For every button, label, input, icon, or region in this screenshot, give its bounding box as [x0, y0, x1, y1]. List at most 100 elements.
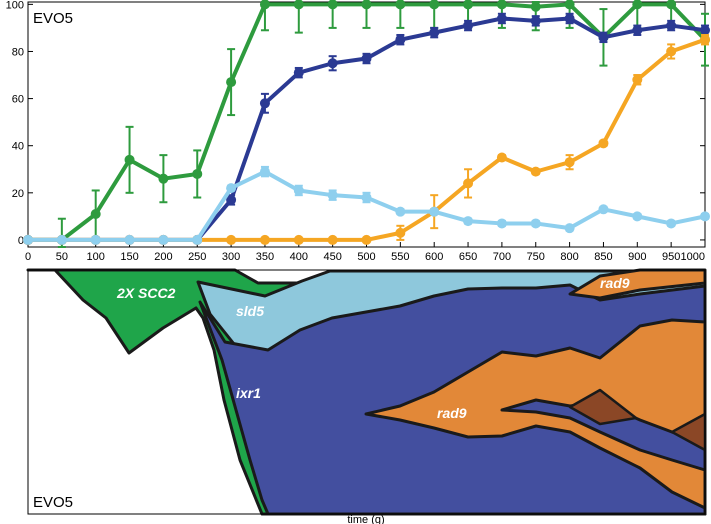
data-point — [124, 154, 135, 165]
data-point — [327, 0, 338, 10]
x-tick-label: 450 — [323, 251, 341, 263]
muller-frame — [27, 269, 706, 515]
data-point — [463, 178, 474, 189]
x-tick-label: 500 — [357, 251, 375, 263]
data-point — [23, 234, 33, 245]
series-1 — [23, 12, 710, 245]
data-point — [632, 74, 643, 85]
data-point — [564, 13, 575, 24]
data-point — [361, 192, 372, 203]
data-point — [598, 204, 609, 215]
data-point — [564, 223, 575, 234]
x-tick-label: 300 — [222, 251, 240, 263]
data-point — [124, 234, 135, 245]
x-tick-label: 50 — [56, 251, 68, 263]
data-point — [226, 234, 237, 245]
data-point — [395, 0, 406, 10]
x-tick-label: 100 — [87, 251, 105, 263]
data-point — [293, 67, 304, 78]
data-point — [700, 211, 710, 222]
data-point — [530, 15, 541, 26]
data-point — [158, 173, 169, 184]
label-rad9: rad9 — [437, 405, 467, 421]
y-tick-label: 100 — [6, 0, 24, 11]
data-point — [530, 1, 541, 12]
muller-panel-label: EVO5 — [33, 494, 73, 511]
x-tick-label: 950 — [662, 251, 680, 263]
data-point — [259, 234, 270, 245]
data-point — [395, 227, 406, 238]
data-point — [293, 185, 304, 196]
data-point — [361, 53, 372, 64]
data-point — [564, 157, 575, 168]
data-point — [158, 234, 169, 245]
data-point — [429, 0, 440, 10]
x-tick-label: 700 — [493, 251, 511, 263]
data-point — [666, 46, 677, 57]
data-point — [496, 0, 507, 10]
data-point — [395, 34, 406, 45]
x-tick-label: 0 — [25, 251, 31, 263]
data-point — [259, 98, 270, 109]
data-point — [496, 152, 507, 163]
data-point — [56, 234, 67, 245]
x-axis: 0 50 100 150 200 250 300 350 400 450 500 550 600 650 7… — [25, 242, 706, 263]
data-point — [463, 0, 474, 10]
data-point — [632, 25, 643, 36]
x-tick-label: 750 — [527, 251, 545, 263]
data-point — [632, 0, 643, 10]
x-tick-label: 250 — [188, 251, 206, 263]
label-rad9-top: rad9 — [600, 275, 630, 291]
data-point — [632, 211, 643, 222]
data-point — [293, 0, 304, 10]
data-point — [192, 234, 203, 245]
x-tick-label: 650 — [459, 251, 477, 263]
data-point — [259, 166, 270, 177]
x-tick-label: 600 — [425, 251, 443, 263]
label-sld5: sld5 — [236, 303, 264, 319]
y-tick-label: 80 — [12, 46, 24, 58]
data-point — [192, 168, 203, 179]
x-tick-label: 550 — [391, 251, 409, 263]
data-point — [395, 206, 406, 217]
muller-plot: 2X SCC2 sld5 ixr1 rad9 rad9 EVO5 time (g… — [26, 268, 707, 524]
data-point — [564, 0, 575, 10]
muller-x-axis-label: time (g) — [347, 514, 384, 524]
data-point — [293, 234, 304, 245]
data-point — [463, 216, 474, 227]
data-point — [598, 138, 609, 149]
data-point — [90, 234, 101, 245]
y-axis: 0 20 40 60 80 100 — [6, 0, 705, 247]
data-point — [530, 166, 541, 177]
data-point — [700, 25, 710, 36]
data-point — [666, 20, 677, 31]
data-point — [530, 218, 541, 229]
x-tick-label: 900 — [628, 251, 646, 263]
data-point — [429, 27, 440, 38]
data-point — [327, 190, 338, 201]
x-tick-label: 800 — [560, 251, 578, 263]
data-point — [700, 34, 710, 45]
data-point — [361, 0, 372, 10]
series-layer — [23, 0, 710, 248]
y-tick-label: 0 — [18, 235, 24, 247]
data-point — [226, 77, 237, 88]
data-point — [226, 194, 237, 205]
data-point — [90, 209, 101, 220]
data-point — [496, 218, 507, 229]
y-tick-label: 60 — [12, 94, 24, 106]
data-point — [496, 13, 507, 24]
label-ixr1: ixr1 — [236, 385, 261, 401]
x-tick-label: 850 — [594, 251, 612, 263]
data-point — [598, 32, 609, 43]
frequency-line-chart: EVO5 0 20 40 60 80 100 0 50 100 150 200 250 300 350 4… — [6, 0, 710, 263]
data-point — [666, 0, 677, 10]
x-tick-label: 150 — [120, 251, 138, 263]
data-point — [226, 183, 237, 194]
y-tick-label: 40 — [12, 141, 24, 153]
x-tick-label: 400 — [290, 251, 308, 263]
data-point — [361, 234, 372, 245]
data-point — [463, 20, 474, 31]
series-3 — [23, 165, 710, 245]
clone-area-subclone-brown — [568, 388, 638, 426]
